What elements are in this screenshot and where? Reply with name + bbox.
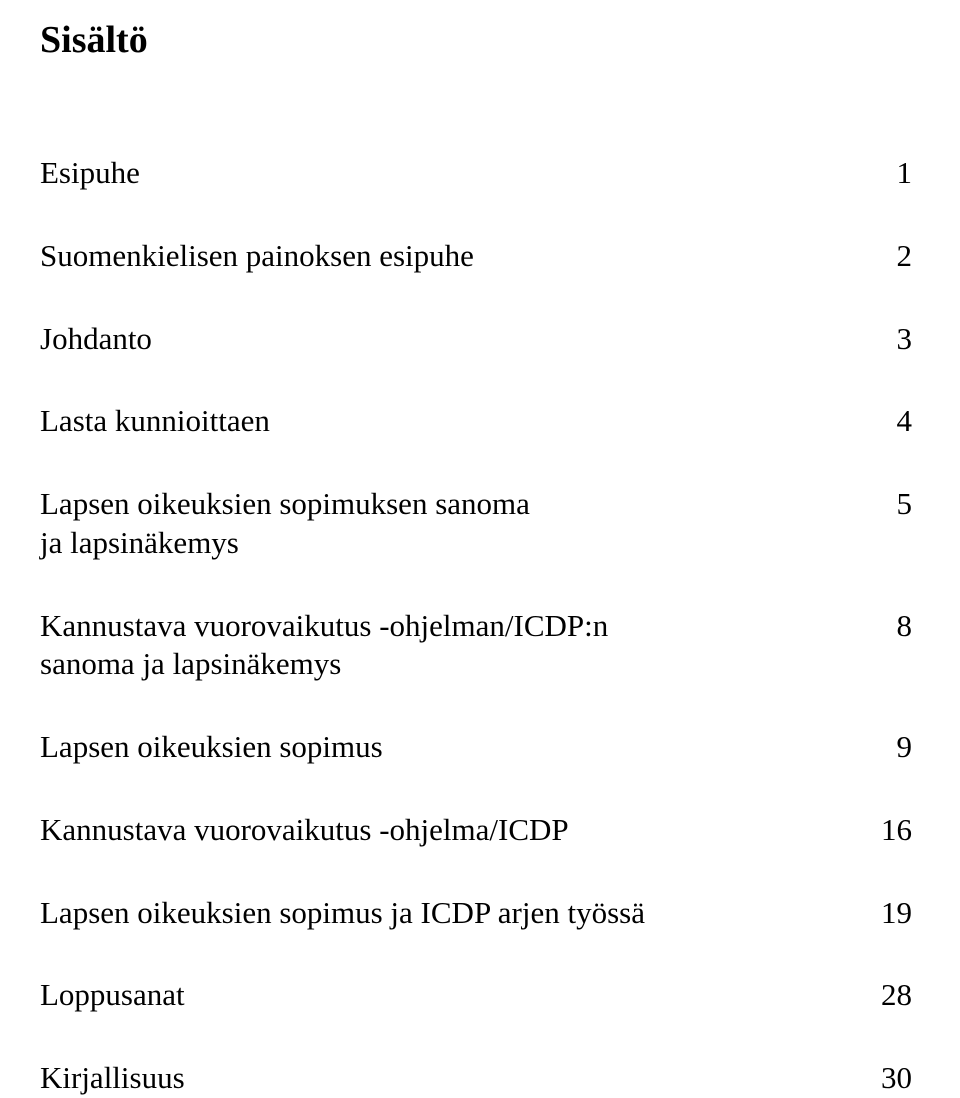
toc-entry: Esipuhe 1: [40, 154, 912, 193]
toc-label: Lapsen oikeuksien sopimus ja ICDP arjen …: [40, 894, 852, 933]
toc-label: Johdanto: [40, 320, 852, 359]
table-of-contents: Esipuhe 1 Suomenkielisen painoksen esipu…: [40, 154, 912, 1098]
toc-label: Lapsen oikeuksien sopimuksen sanoma ja l…: [40, 485, 852, 563]
toc-entry: Lasta kunnioittaen 4: [40, 402, 912, 441]
document-page: Sisältö Esipuhe 1 Suomenkielisen painoks…: [0, 0, 960, 1043]
toc-entry: Johdanto 3: [40, 320, 912, 359]
toc-label: Kannustava vuorovaikutus -ohjelma/ICDP: [40, 811, 852, 850]
toc-page-number: 4: [852, 402, 912, 441]
toc-entry: Lapsen oikeuksien sopimuksen sanoma ja l…: [40, 485, 912, 563]
toc-entry: Kirjallisuus 30: [40, 1059, 912, 1098]
toc-entry: Suomenkielisen painoksen esipuhe 2: [40, 237, 912, 276]
toc-page-number: 19: [852, 894, 912, 933]
toc-page-number: 28: [852, 976, 912, 1015]
page-title: Sisältö: [40, 18, 912, 62]
toc-page-number: 1: [852, 154, 912, 193]
toc-page-number: 3: [852, 320, 912, 359]
toc-entry: Kannustava vuorovaikutus -ohjelman/ICDP:…: [40, 607, 912, 685]
toc-page-number: 5: [852, 485, 912, 524]
toc-entry: Lapsen oikeuksien sopimus 9: [40, 728, 912, 767]
toc-label: Kannustava vuorovaikutus -ohjelman/ICDP:…: [40, 607, 852, 685]
toc-label: Kirjallisuus: [40, 1059, 852, 1098]
toc-label: Lasta kunnioittaen: [40, 402, 852, 441]
toc-label: Lapsen oikeuksien sopimus: [40, 728, 852, 767]
toc-label: Esipuhe: [40, 154, 852, 193]
toc-page-number: 9: [852, 728, 912, 767]
toc-page-number: 8: [852, 607, 912, 646]
toc-page-number: 16: [852, 811, 912, 850]
toc-entry: Kannustava vuorovaikutus -ohjelma/ICDP 1…: [40, 811, 912, 850]
toc-label: Loppusanat: [40, 976, 852, 1015]
toc-entry: Loppusanat 28: [40, 976, 912, 1015]
toc-label: Suomenkielisen painoksen esipuhe: [40, 237, 852, 276]
toc-entry: Lapsen oikeuksien sopimus ja ICDP arjen …: [40, 894, 912, 933]
toc-page-number: 30: [852, 1059, 912, 1098]
toc-page-number: 2: [852, 237, 912, 276]
